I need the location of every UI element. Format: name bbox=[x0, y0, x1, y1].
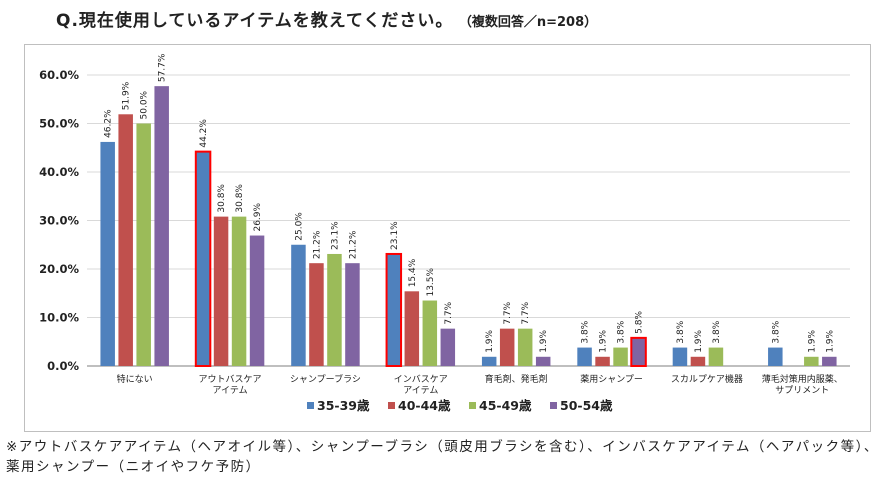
data-label: 5.8% bbox=[635, 311, 645, 334]
bar bbox=[822, 356, 837, 366]
data-label: 1.9% bbox=[599, 329, 609, 352]
data-label: 7.7% bbox=[444, 301, 454, 324]
bar bbox=[630, 336, 647, 367]
legend-label: 40-44歳 bbox=[398, 398, 451, 413]
data-label: 1.9% bbox=[807, 329, 817, 352]
data-label: 46.2% bbox=[104, 109, 114, 138]
chart-title: Q.現在使用しているアイテムを教えてください。 （複数回答／n=208） bbox=[56, 6, 597, 31]
data-label: 15.4% bbox=[408, 258, 418, 287]
x-tick-label: 薬用シャンプー bbox=[580, 373, 643, 385]
data-label: 3.8% bbox=[712, 320, 722, 343]
bar bbox=[535, 356, 551, 366]
bar bbox=[595, 356, 610, 366]
bar bbox=[613, 347, 628, 366]
x-tick-label: アイテム bbox=[403, 385, 438, 396]
y-tick-label: 50.0% bbox=[39, 117, 79, 131]
y-tick-label: 30.0% bbox=[39, 214, 79, 228]
data-label: 3.8% bbox=[617, 320, 627, 343]
y-tick-label: 40.0% bbox=[39, 165, 79, 179]
data-label: 23.1% bbox=[330, 221, 340, 250]
bar bbox=[249, 235, 265, 366]
y-tick-label: 60.0% bbox=[39, 68, 79, 82]
bar bbox=[499, 328, 515, 366]
bar bbox=[231, 216, 247, 366]
bar bbox=[291, 244, 306, 366]
legend-label: 50-54歳 bbox=[560, 398, 613, 413]
data-label: 1.9% bbox=[825, 329, 835, 352]
footnote: ※アウトバスケアアイテム（ヘアオイル等）、シャンプーブラシ（頭皮用ブラシを含む）… bbox=[6, 439, 879, 475]
bar bbox=[690, 356, 706, 366]
data-label: 1.9% bbox=[539, 329, 549, 352]
x-tick-label: インバスケア bbox=[394, 374, 448, 385]
data-label: 3.8% bbox=[771, 320, 781, 343]
chart-area: 0.0% 10.0% 20.0% 30.0% 40.0% 50.0% 60.0% 46.2% 5… bbox=[24, 44, 871, 432]
data-label: 25.0% bbox=[294, 212, 304, 241]
x-tick-label: 薄毛対策用内服薬、 bbox=[762, 373, 843, 385]
bar-chart: 0.0% 10.0% 20.0% 30.0% 40.0% 50.0% 60.0% 46.2% 5… bbox=[39, 53, 850, 413]
data-label: 13.5% bbox=[426, 267, 436, 296]
data-label: 3.8% bbox=[676, 320, 686, 343]
x-tick-label: サプリメント bbox=[775, 385, 829, 396]
data-label: 50.0% bbox=[140, 90, 150, 119]
legend-swatch bbox=[388, 402, 395, 409]
bar bbox=[136, 123, 151, 366]
data-label: 1.9% bbox=[694, 329, 704, 352]
data-label: 7.7% bbox=[521, 301, 531, 324]
data-label: 51.9% bbox=[122, 81, 132, 110]
x-tick-label: 育毛剤、発毛剤 bbox=[485, 373, 548, 385]
bar bbox=[517, 328, 533, 366]
data-label: 21.2% bbox=[348, 230, 358, 259]
bar bbox=[577, 347, 592, 366]
legend-swatch bbox=[550, 402, 557, 409]
bar bbox=[804, 356, 819, 366]
data-label: 26.9% bbox=[253, 202, 263, 231]
y-tick-label: 0.0% bbox=[47, 359, 79, 373]
bar bbox=[194, 150, 212, 367]
bar bbox=[118, 114, 133, 366]
data-label: 30.8% bbox=[235, 184, 245, 213]
y-tick-label: 10.0% bbox=[39, 311, 79, 325]
bar bbox=[422, 300, 438, 366]
title-sub: （複数回答／n=208） bbox=[465, 15, 598, 30]
bar bbox=[708, 347, 724, 366]
legend-label: 45-49歳 bbox=[479, 398, 532, 413]
legend-swatch bbox=[307, 402, 314, 409]
y-tick-label: 20.0% bbox=[39, 262, 79, 276]
data-label: 7.7% bbox=[503, 301, 513, 324]
bar bbox=[327, 253, 342, 366]
x-tick-label: スカルプケア機器 bbox=[671, 373, 743, 385]
bar bbox=[440, 328, 456, 366]
x-tick-label: アイテム bbox=[213, 385, 248, 396]
bar bbox=[154, 86, 169, 366]
bar bbox=[213, 216, 229, 366]
bar bbox=[100, 141, 115, 366]
data-label: 1.9% bbox=[485, 329, 495, 352]
x-tick-label: アウトバスケア bbox=[199, 374, 262, 385]
data-label: 44.2% bbox=[199, 119, 209, 148]
bar bbox=[404, 291, 420, 366]
data-label: 30.8% bbox=[217, 184, 227, 213]
bar bbox=[309, 263, 324, 366]
bar bbox=[768, 347, 783, 366]
data-label: 3.8% bbox=[581, 320, 591, 343]
legend-label: 35-39歳 bbox=[317, 398, 370, 413]
x-tick-label: シャンプーブラシ bbox=[290, 373, 361, 385]
data-label: 23.1% bbox=[390, 221, 400, 250]
bar bbox=[672, 347, 688, 366]
data-label: 21.2% bbox=[312, 230, 322, 259]
data-label: 57.7% bbox=[158, 53, 168, 82]
bar bbox=[385, 252, 403, 367]
bar bbox=[345, 263, 360, 366]
bar bbox=[481, 356, 497, 366]
title-main: Q.現在使用しているアイテムを教えてください。 bbox=[56, 11, 454, 31]
legend-swatch bbox=[469, 402, 476, 409]
x-tick-label: 特にない bbox=[117, 373, 153, 385]
